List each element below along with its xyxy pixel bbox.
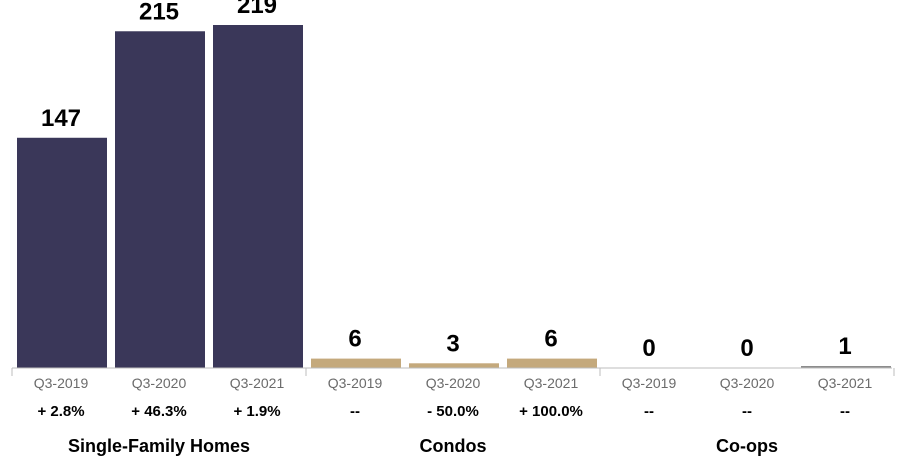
change-label-1-0: -- xyxy=(350,403,360,420)
tick-label-2-1: Q3-2020 xyxy=(720,375,775,391)
change-label-2-0: -- xyxy=(644,403,654,420)
tick-label-1-0: Q3-2019 xyxy=(328,375,383,391)
group-label-0: Single-Family Homes xyxy=(68,436,250,456)
labels-layer: 147 215 219 6 3 6 0 0 1 xyxy=(41,0,852,362)
value-label-0-2: 219 xyxy=(237,0,277,19)
change-label-0-2: + 1.9% xyxy=(233,403,280,420)
bars-layer xyxy=(17,25,891,369)
bar-0-2 xyxy=(213,25,303,368)
bar-2-2 xyxy=(801,366,891,368)
change-label-2-2: -- xyxy=(840,403,850,420)
change-label-2-1: -- xyxy=(742,403,752,420)
bar-1-0 xyxy=(311,358,401,368)
tick-label-0-0: Q3-2019 xyxy=(34,375,89,391)
tick-label-1-1: Q3-2020 xyxy=(426,375,481,391)
tick-label-2-2: Q3-2021 xyxy=(818,375,873,391)
bar-1-2 xyxy=(507,358,597,368)
tick-label-2-0: Q3-2019 xyxy=(622,375,677,391)
tick-label-0-1: Q3-2020 xyxy=(132,375,187,391)
group-label-2: Co-ops xyxy=(716,436,778,456)
value-label-1-1: 3 xyxy=(446,330,459,357)
value-label-0-0: 147 xyxy=(41,105,81,132)
value-label-2-0: 0 xyxy=(642,335,655,362)
change-label-1-1: - 50.0% xyxy=(427,403,479,420)
tick-label-0-2: Q3-2021 xyxy=(230,375,285,391)
group-label-1: Condos xyxy=(420,436,487,456)
value-label-1-2: 6 xyxy=(544,326,557,353)
value-label-2-1: 0 xyxy=(740,335,753,362)
bar-1-1 xyxy=(409,363,499,368)
bar-0-0 xyxy=(17,137,107,368)
value-label-1-0: 6 xyxy=(348,326,361,353)
value-label-0-1: 215 xyxy=(139,0,179,25)
change-label-1-2: + 100.0% xyxy=(519,403,583,420)
change-label-0-1: + 46.3% xyxy=(131,403,186,420)
tick-label-1-2: Q3-2021 xyxy=(524,375,579,391)
x-axis-ticks: Q3-2019 + 2.8% Q3-2020 + 46.3% Q3-2021 + 1.9%… xyxy=(11,368,895,456)
change-label-0-0: + 2.8% xyxy=(37,403,84,420)
bar-0-1 xyxy=(115,31,205,369)
value-label-2-2: 1 xyxy=(838,333,851,360)
